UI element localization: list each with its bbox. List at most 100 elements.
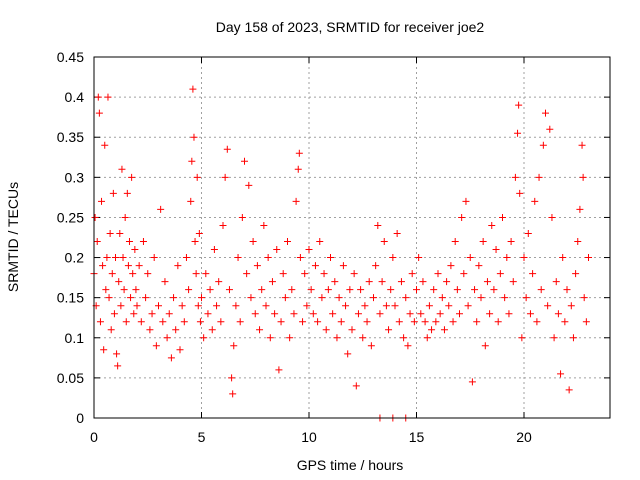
data-point bbox=[210, 246, 218, 254]
data-point bbox=[546, 125, 554, 133]
data-point bbox=[413, 286, 420, 294]
data-point bbox=[245, 181, 253, 189]
data-point bbox=[303, 302, 311, 310]
data-point bbox=[417, 310, 425, 318]
data-point bbox=[305, 246, 313, 254]
data-point bbox=[357, 286, 365, 294]
data-point bbox=[190, 133, 198, 141]
data-point bbox=[428, 326, 436, 334]
data-point bbox=[580, 294, 588, 302]
y-tick-label: 0 bbox=[76, 410, 84, 426]
data-point bbox=[402, 294, 410, 302]
data-point bbox=[178, 302, 186, 310]
data-point bbox=[139, 238, 147, 246]
data-point bbox=[247, 294, 255, 302]
data-point bbox=[266, 334, 274, 342]
data-point bbox=[194, 302, 202, 310]
y-tick-label: 0.1 bbox=[65, 330, 85, 346]
data-point bbox=[133, 302, 141, 310]
data-point bbox=[339, 262, 347, 270]
data-point bbox=[483, 278, 491, 286]
data-point bbox=[537, 286, 545, 294]
data-point bbox=[98, 197, 106, 205]
data-point bbox=[352, 382, 360, 390]
data-point bbox=[533, 318, 541, 326]
data-point bbox=[264, 254, 272, 262]
data-point bbox=[115, 278, 123, 286]
data-point bbox=[200, 334, 208, 342]
data-point bbox=[468, 378, 476, 386]
data-point bbox=[354, 310, 362, 318]
data-point bbox=[163, 334, 171, 342]
data-point bbox=[128, 173, 136, 181]
data-point bbox=[503, 254, 511, 262]
data-point bbox=[397, 278, 405, 286]
data-point bbox=[234, 254, 242, 262]
data-point bbox=[103, 254, 111, 262]
data-point bbox=[100, 346, 108, 354]
y-tick-label: 0.25 bbox=[57, 209, 84, 225]
x-tick-label: 5 bbox=[198, 429, 206, 445]
data-point bbox=[116, 229, 124, 237]
data-point bbox=[125, 238, 133, 246]
data-point bbox=[187, 197, 195, 205]
data-point bbox=[458, 213, 466, 221]
data-point bbox=[251, 310, 259, 318]
data-point bbox=[122, 318, 130, 326]
data-point bbox=[526, 310, 534, 318]
data-point bbox=[117, 302, 125, 310]
data-point bbox=[529, 270, 537, 278]
data-point bbox=[159, 318, 167, 326]
data-point bbox=[559, 254, 567, 262]
data-point bbox=[520, 254, 528, 262]
data-point bbox=[499, 213, 506, 221]
data-point bbox=[565, 386, 573, 394]
data-point bbox=[367, 342, 375, 350]
data-point bbox=[105, 294, 113, 302]
data-point bbox=[284, 238, 291, 246]
data-point bbox=[102, 286, 110, 294]
data-point bbox=[180, 318, 188, 326]
data-point bbox=[464, 302, 472, 310]
data-point bbox=[309, 310, 317, 318]
data-point bbox=[219, 221, 227, 229]
data-point bbox=[101, 141, 109, 149]
data-point bbox=[206, 286, 214, 294]
data-point bbox=[585, 254, 592, 262]
chart-title: Day 158 of 2023, SRMTID for receiver joe… bbox=[216, 19, 485, 35]
y-tick-label: 0.35 bbox=[57, 129, 84, 145]
data-point bbox=[104, 93, 112, 101]
data-point bbox=[471, 286, 479, 294]
data-point bbox=[395, 318, 403, 326]
grid-lines bbox=[94, 57, 610, 418]
data-point bbox=[118, 165, 126, 173]
data-point bbox=[569, 334, 577, 342]
data-point bbox=[473, 318, 481, 326]
data-point bbox=[327, 254, 334, 262]
y-axis-label: SRMTID / TECUs bbox=[5, 182, 21, 292]
data-point bbox=[518, 334, 526, 342]
data-point bbox=[198, 294, 205, 302]
data-point bbox=[258, 286, 266, 294]
data-point bbox=[314, 318, 322, 326]
data-point bbox=[301, 270, 309, 278]
data-point bbox=[481, 342, 489, 350]
data-point bbox=[279, 270, 287, 278]
data-point bbox=[406, 310, 414, 318]
data-point bbox=[387, 286, 395, 294]
data-point bbox=[202, 270, 210, 278]
data-point bbox=[307, 286, 315, 294]
data-point bbox=[408, 270, 416, 278]
data-point bbox=[189, 85, 197, 93]
data-point bbox=[479, 238, 487, 246]
data-point bbox=[294, 165, 302, 173]
data-point bbox=[443, 278, 451, 286]
data-point bbox=[295, 149, 303, 157]
data-point bbox=[423, 334, 431, 342]
data-point bbox=[514, 129, 522, 137]
data-point bbox=[299, 318, 307, 326]
data-point bbox=[229, 390, 237, 398]
y-tick-label: 0.3 bbox=[65, 169, 85, 185]
data-point bbox=[535, 173, 543, 181]
